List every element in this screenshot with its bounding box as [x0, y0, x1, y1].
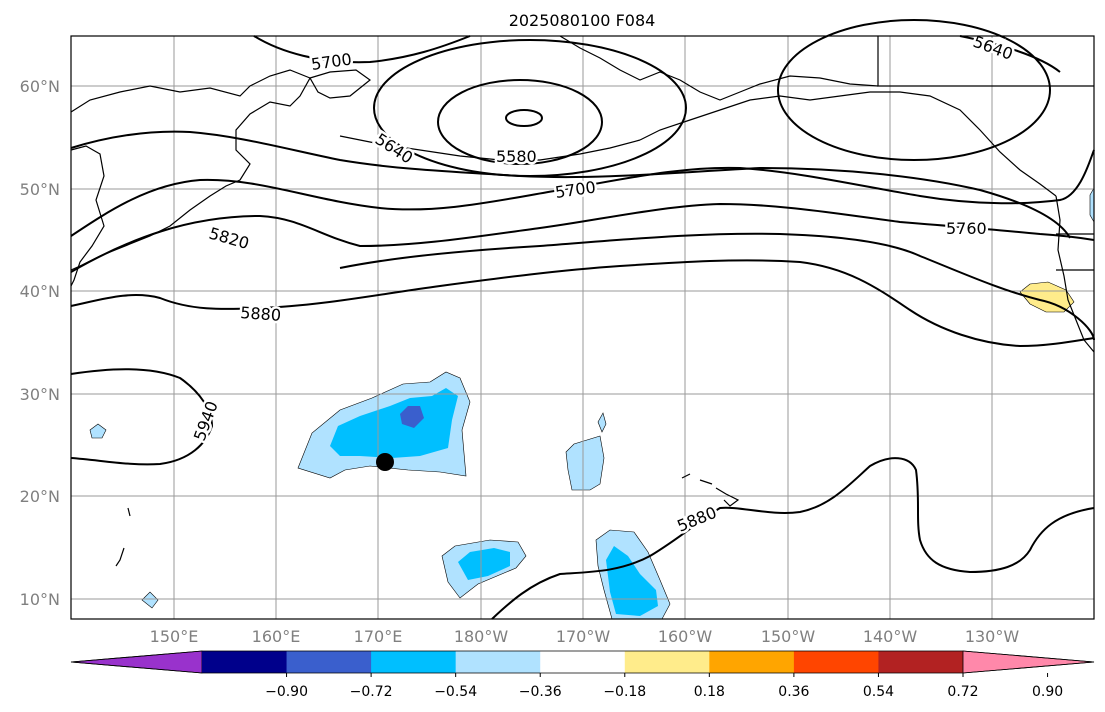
border-us-lower	[1056, 233, 1094, 271]
colorbar-segment	[624, 651, 710, 673]
colorbar-segment	[709, 651, 795, 673]
map-title: 2025080100 F084	[509, 11, 656, 30]
coastline-japan	[70, 145, 105, 287]
lat-label-30n: 30°N	[20, 385, 60, 404]
colorbar-tick-label: 0.18	[694, 684, 725, 700]
colorbar-tick-label: −0.54	[434, 684, 477, 700]
colorbar-tick-label: −0.18	[603, 684, 646, 700]
lon-label-180w: 180°W	[454, 627, 509, 646]
lon-label-160w: 160°W	[658, 627, 713, 646]
colorbar-tick-label: 0.72	[947, 684, 978, 700]
contour-5580-inner	[505, 109, 543, 127]
location-marker	[376, 453, 394, 471]
coastline-hawaii	[681, 473, 740, 507]
colorbar-segment	[286, 651, 372, 673]
negative-anomaly-region-2b	[597, 412, 607, 433]
colorbar-tick-label: 0.36	[778, 684, 809, 700]
colorbar-tick-label: −0.72	[350, 684, 393, 700]
contour-5880-south	[491, 457, 1095, 620]
colorbar-segment	[202, 651, 288, 673]
lat-label-50n: 50°N	[20, 180, 60, 199]
longitude-labels: 150°E 160°E 170°E 180°W 170°W 160°W 150°…	[150, 627, 1020, 646]
border-canada-us	[877, 36, 1094, 87]
latitude-labels: 60°N 50°N 40°N 30°N 20°N 10°N	[20, 77, 60, 609]
map-frame	[70, 35, 1095, 620]
coastline-alaska	[559, 35, 879, 101]
negative-anomaly-region-5	[89, 423, 107, 439]
contour-5820	[70, 130, 1071, 239]
lon-label-150w: 150°W	[761, 627, 816, 646]
lat-label-60n: 60°N	[20, 77, 60, 96]
contour-5760	[70, 202, 1095, 273]
lon-label-160e: 160°E	[252, 627, 301, 646]
contour-5940	[70, 368, 214, 466]
lon-label-150e: 150°E	[150, 627, 199, 646]
contour-5880-north	[70, 259, 1095, 348]
lon-label-170w: 170°W	[556, 627, 611, 646]
anomaly-fills	[89, 186, 1095, 620]
height-contours	[70, 19, 1095, 620]
coastline-marianas	[115, 507, 131, 567]
lat-label-10n: 10°N	[20, 590, 60, 609]
colorbar-tick-label: 0.54	[863, 684, 894, 700]
negative-anomaly-region-1-core	[330, 388, 458, 458]
lon-label-170e: 170°E	[354, 627, 403, 646]
positive-anomaly-region-1	[1019, 281, 1075, 313]
colorbar-tick-label: 0.90	[1032, 684, 1063, 700]
coastline-alaska-south	[639, 91, 1057, 197]
colorbar-extend-high	[962, 650, 1095, 674]
contour-5700-north	[253, 35, 471, 64]
colorbar-segment	[540, 651, 626, 673]
contour-5580	[437, 79, 603, 165]
colorbar-tick-label: −0.36	[519, 684, 562, 700]
colorbar-extend-low	[70, 650, 203, 674]
map-panel: 5700 5640 5580 5700 5640 5820 5760 5880 …	[70, 19, 1095, 620]
contour-5640-east-top	[959, 35, 1061, 73]
contour-label-5580: 5580	[496, 147, 537, 166]
negative-anomaly-region-3-core	[458, 548, 510, 580]
coastline-kamchatka	[309, 69, 371, 99]
contour-label-5760: 5760	[946, 219, 987, 238]
colorbar-segment	[371, 651, 457, 673]
contour-label-5880-north: 5880	[240, 303, 282, 325]
lat-label-20n: 20°N	[20, 487, 60, 506]
negative-anomaly-region-6	[141, 591, 159, 609]
lon-label-130w: 130°W	[965, 627, 1020, 646]
contour-5820-mid	[339, 232, 1095, 341]
contour-5640-east	[777, 19, 1051, 161]
lon-label-140w: 140°W	[863, 627, 918, 646]
lat-label-40n: 40°N	[20, 282, 60, 301]
colorbar-outline	[70, 650, 1095, 674]
contour-5700	[70, 149, 1095, 237]
colorbar-tick-label: −0.90	[265, 684, 308, 700]
graticule	[71, 36, 1094, 619]
colorbar: −0.90 −0.72 −0.54 −0.36 −0.18 0.18 0.36 0.54 0.7…	[70, 650, 1095, 700]
colorbar-segment	[878, 651, 964, 673]
negative-anomaly-region-1-peak	[400, 406, 424, 428]
colorbar-segment	[455, 651, 541, 673]
colorbar-segment	[793, 651, 879, 673]
